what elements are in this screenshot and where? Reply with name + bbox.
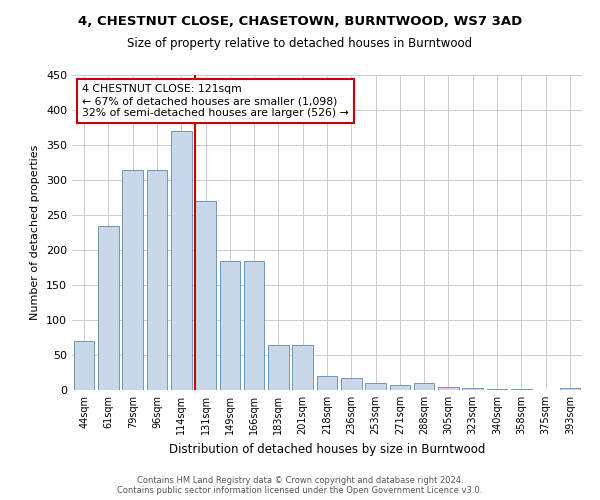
Bar: [74, 341, 94, 390]
Bar: [268, 344, 289, 390]
Bar: [560, 388, 580, 390]
Bar: [220, 260, 240, 390]
Bar: [98, 226, 119, 390]
Bar: [146, 170, 167, 390]
Bar: [195, 201, 216, 390]
Bar: [463, 388, 483, 390]
Bar: [292, 344, 313, 390]
Y-axis label: Number of detached properties: Number of detached properties: [31, 145, 40, 320]
Bar: [341, 378, 362, 390]
Text: 4, CHESTNUT CLOSE, CHASETOWN, BURNTWOOD, WS7 3AD: 4, CHESTNUT CLOSE, CHASETOWN, BURNTWOOD,…: [78, 15, 522, 28]
Text: Contains HM Land Registry data © Crown copyright and database right 2024.
Contai: Contains HM Land Registry data © Crown c…: [118, 476, 482, 495]
X-axis label: Distribution of detached houses by size in Burntwood: Distribution of detached houses by size …: [169, 442, 485, 456]
Text: 4 CHESTNUT CLOSE: 121sqm
← 67% of detached houses are smaller (1,098)
32% of sem: 4 CHESTNUT CLOSE: 121sqm ← 67% of detach…: [82, 84, 349, 117]
Bar: [487, 388, 508, 390]
Bar: [389, 385, 410, 390]
Bar: [438, 386, 459, 390]
Bar: [317, 376, 337, 390]
Bar: [365, 383, 386, 390]
Bar: [414, 383, 434, 390]
Bar: [122, 170, 143, 390]
Bar: [171, 131, 191, 390]
Text: Size of property relative to detached houses in Burntwood: Size of property relative to detached ho…: [127, 38, 473, 51]
Bar: [244, 260, 265, 390]
